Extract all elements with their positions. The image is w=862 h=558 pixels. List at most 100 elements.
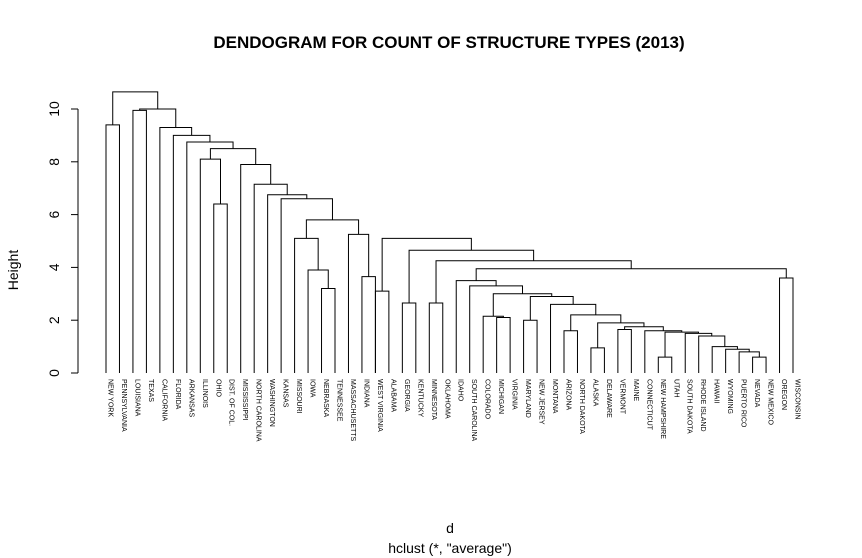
leaf-label: ARKANSAS — [187, 379, 194, 417]
dendrogram-link — [617, 328, 632, 373]
leaf-label: ARIZONA — [565, 379, 572, 410]
leaf-label: MONTANA — [551, 379, 558, 414]
leaf-label: ALABAMA — [389, 379, 396, 412]
dendrogram-link — [428, 302, 444, 373]
leaf-label: WASHINGTON — [268, 379, 275, 427]
dendrogram-link — [186, 141, 234, 373]
leaf-label: NORTH CAROLINA — [255, 379, 262, 442]
dendrogram-link — [469, 285, 524, 373]
leaf-label: NEW JERSEY — [538, 379, 545, 425]
leaf-label: PUERTO RICO — [740, 379, 747, 428]
dendrogram-link — [529, 295, 574, 321]
leaf-label: OKLAHOMA — [443, 379, 450, 419]
leaf-label: UTAH — [672, 379, 679, 398]
y-axis: 0 2 4 6 8 10 — [46, 101, 79, 377]
dendrogram-link — [381, 237, 472, 292]
dendrogram-link — [523, 319, 538, 373]
leaf-label: RHODE ISLAND — [699, 379, 706, 432]
dendrogram-link — [401, 302, 417, 373]
dendrogram-link — [253, 183, 288, 373]
dendrogram-link — [105, 124, 120, 373]
leaf-label: TENNESSEE — [336, 379, 343, 422]
dendrogram-link — [657, 356, 673, 373]
leaf-label: MINNESOTA — [430, 379, 437, 420]
leaf-label: OHIO — [214, 379, 221, 397]
leaf-label: COLORADO — [484, 379, 491, 420]
leaf-label: TEXAS — [147, 379, 154, 402]
y-axis-label: Height — [5, 250, 21, 291]
dendrogram-link — [496, 317, 511, 373]
dendrogram-link — [209, 148, 257, 165]
leaf-label: MISSISSIPPI — [241, 379, 248, 421]
dendrogram-link — [374, 290, 390, 373]
dendrogram-link — [307, 269, 329, 373]
leaf-label: NEBRASKA — [322, 379, 329, 417]
dendrogram-link — [408, 249, 535, 304]
leaf-label: NORTH DAKOTA — [578, 379, 585, 434]
leaf-label: SOUTH DAKOTA — [686, 379, 693, 434]
dendrogram-link — [361, 276, 376, 373]
dendrogram-link — [752, 356, 767, 373]
leaf-label: NEVADA — [753, 379, 760, 408]
leaf-label: GEORGIA — [403, 379, 410, 412]
leaf-label: HAWAII — [713, 379, 720, 403]
dendrogram-link — [267, 194, 308, 373]
leaf-label: KANSAS — [282, 379, 289, 408]
leaf-label: WISCONSIN — [794, 379, 801, 419]
dendrogram-link — [240, 163, 272, 373]
y-tick-label: 4 — [46, 263, 62, 271]
method-label: hclust (*, "average") — [388, 540, 512, 556]
dendrogram-link — [347, 233, 370, 373]
dendrogram-link — [139, 108, 177, 128]
leaf-label: FLORIDA — [174, 379, 181, 410]
leaf-label: WYOMING — [726, 379, 733, 414]
dendrogram-link — [132, 109, 147, 373]
y-tick-label: 10 — [46, 101, 62, 117]
leaf-label: SOUTH CAROLINA — [470, 379, 477, 442]
dendrogram-link — [172, 134, 211, 373]
leaf-label: DELAWARE — [605, 379, 612, 418]
leaf-label: VIRGINIA — [511, 379, 518, 410]
leaf-label: CALIFORNIA — [160, 379, 167, 421]
leaf-label: INDIANA — [362, 379, 369, 408]
leaf-label: MICHIGAN — [497, 379, 504, 414]
dendrogram-link — [294, 237, 319, 373]
leaf-label: LOUISIANA — [133, 379, 140, 417]
leaf-label: MISSOURI — [295, 379, 302, 414]
y-tick-label: 2 — [46, 316, 62, 324]
dendrogram-link — [475, 268, 787, 281]
x-axis-label: d — [446, 520, 454, 536]
dendrogram-link — [492, 293, 553, 317]
leaf-label: NEW HAMPSHIRE — [659, 379, 666, 439]
y-tick-label: 6 — [46, 210, 62, 218]
leaf-labels: NEW YORK PENNSYLVANIA LOUISIANA TEXAS CALIFO… — [107, 379, 801, 442]
dendrogram-link — [725, 348, 750, 373]
dendrogram-link — [305, 219, 360, 239]
dendrogram-link — [644, 330, 683, 373]
y-tick-label: 8 — [46, 158, 62, 166]
leaf-label: MASSACHUSETTS — [349, 379, 356, 442]
leaf-label: IOWA — [309, 379, 316, 398]
dendrogram-link — [455, 280, 497, 373]
dendrogram-link — [624, 326, 664, 331]
dendrogram-link — [563, 330, 578, 373]
dendrogram-link — [738, 351, 760, 373]
leaf-label: NEW YORK — [107, 379, 114, 417]
leaf-label: MARYLAND — [524, 379, 531, 418]
leaf-label: ALASKA — [591, 379, 598, 407]
leaf-label: MAINE — [632, 379, 639, 402]
chart-title: DENDOGRAM FOR COUNT OF STRUCTURE TYPES (… — [213, 33, 684, 52]
leaf-label: CONNECTICUT — [645, 379, 652, 431]
leaf-label: WEST VIRGINIA — [376, 379, 383, 432]
dendrogram-link — [711, 346, 738, 373]
leaf-label: IDAHO — [457, 379, 464, 402]
leaf-label: VERMONT — [618, 379, 625, 415]
leaf-label: DIST. OF COL. — [228, 379, 235, 426]
dendrogram-link — [779, 277, 794, 373]
leaf-label: NEW MEXICO — [767, 379, 774, 425]
dendrogram-links — [105, 91, 794, 373]
dendrogram-link — [199, 158, 221, 373]
dendrogram-link — [664, 331, 699, 358]
dendrogram-link — [590, 347, 605, 373]
